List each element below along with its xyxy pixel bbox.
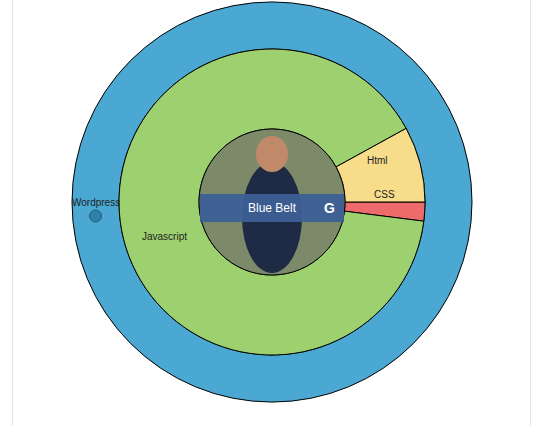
- svg-text:CSS: CSS: [374, 189, 395, 200]
- svg-text:Html: Html: [367, 155, 388, 166]
- svg-text:Blue Belt: Blue Belt: [248, 201, 297, 215]
- svg-text:Wordpress: Wordpress: [72, 197, 120, 208]
- svg-text:G: G: [324, 200, 335, 216]
- svg-text:Javascript: Javascript: [142, 231, 187, 242]
